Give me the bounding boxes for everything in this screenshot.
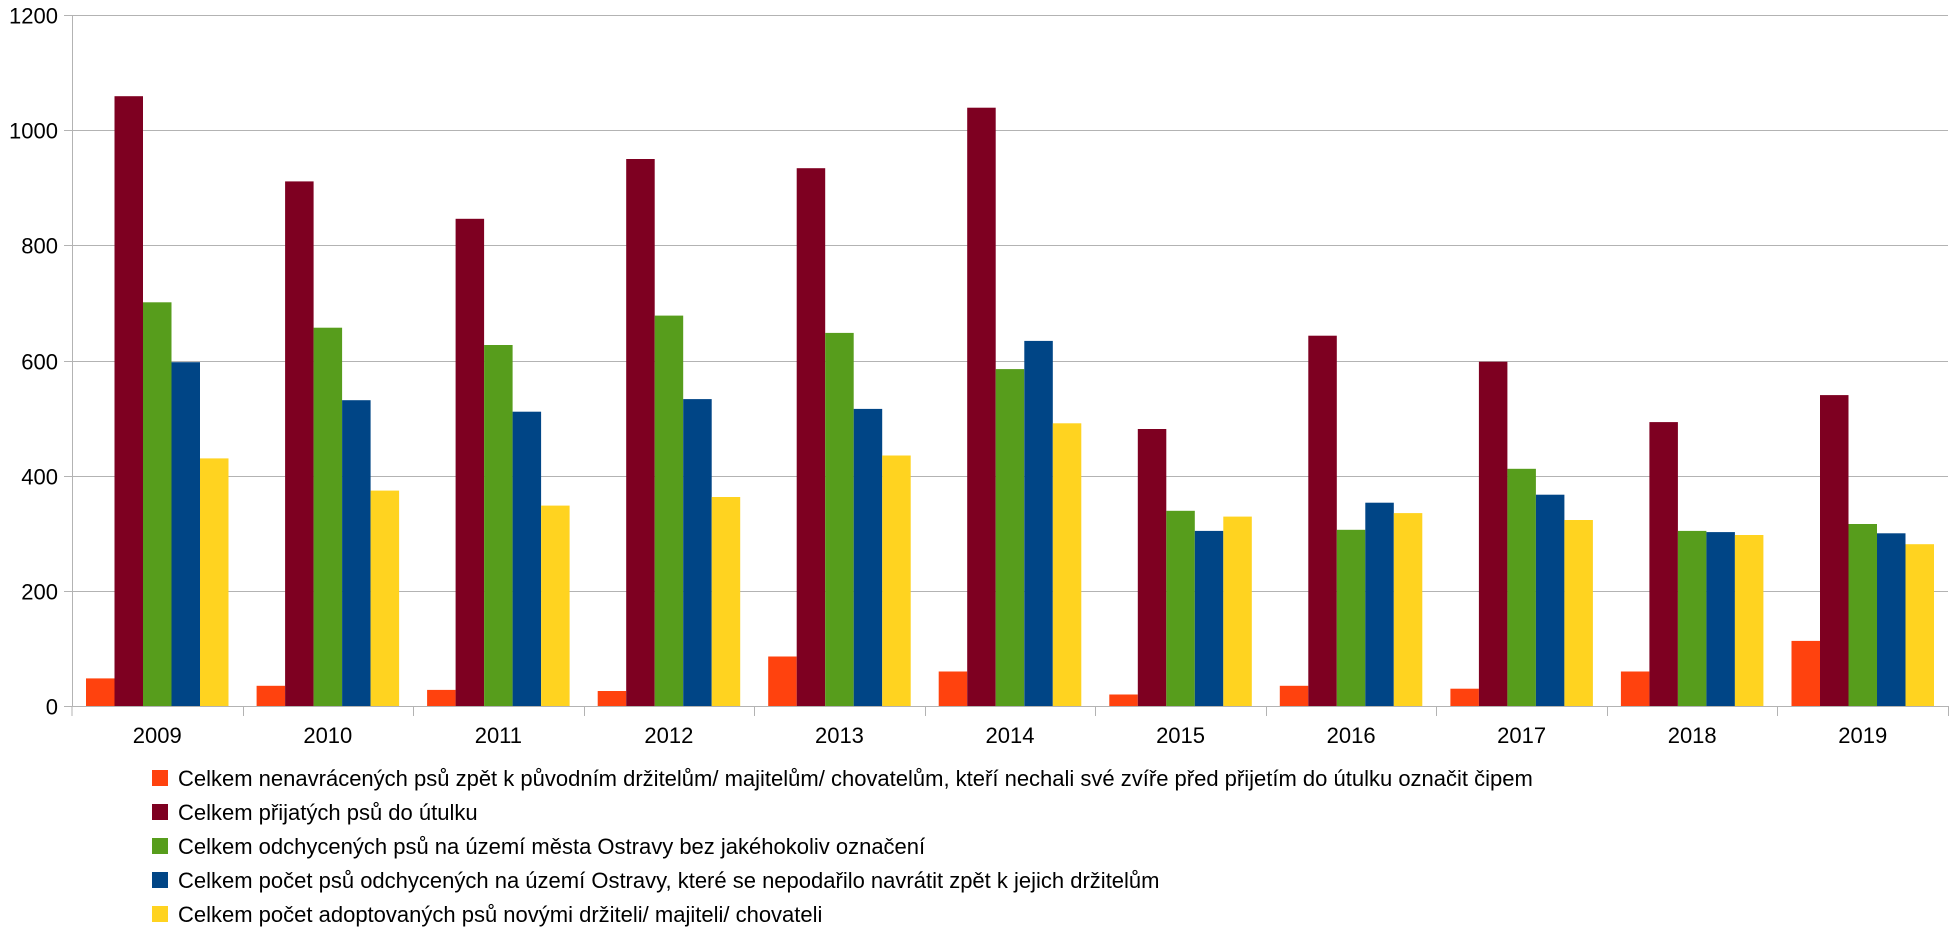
- x-tick-label: 2009: [133, 723, 182, 748]
- legend-swatch: [152, 838, 168, 854]
- y-tick-label: 1200: [9, 4, 58, 29]
- bar: [1137, 429, 1167, 706]
- legend-label: Celkem počet adoptovaných psů novými drž…: [178, 902, 822, 927]
- bar: [1365, 502, 1394, 706]
- bar: [1194, 530, 1224, 706]
- bar: [342, 400, 371, 706]
- x-tick-label: 2014: [986, 723, 1035, 748]
- bar: [285, 181, 314, 706]
- x-tick-label: 2018: [1668, 723, 1717, 748]
- bar: [200, 458, 229, 706]
- bar: [1620, 671, 1650, 706]
- bar: [654, 315, 684, 706]
- bar: [171, 362, 200, 706]
- bar: [1109, 694, 1138, 706]
- x-tick-label: 2015: [1156, 723, 1205, 748]
- bar: [768, 656, 797, 706]
- bar: [1877, 533, 1906, 707]
- x-tick-label: 2016: [1327, 723, 1376, 748]
- bar: [1791, 640, 1820, 706]
- bar: [967, 107, 996, 706]
- legend-label: Celkem odchycených psů na území města Os…: [178, 834, 925, 859]
- bar: [1507, 468, 1536, 706]
- x-tick-label: 2017: [1497, 723, 1546, 748]
- bar: [1848, 524, 1877, 706]
- bar: [370, 490, 400, 706]
- y-tick-label: 600: [21, 350, 58, 375]
- bar: [256, 685, 286, 706]
- x-tick-label: 2013: [815, 723, 864, 748]
- bar: [1393, 513, 1423, 706]
- bar: [1024, 340, 1053, 706]
- bar: [683, 399, 712, 706]
- legend-label: Celkem nenavrácených psů zpět k původním…: [178, 766, 1533, 791]
- bar: [626, 159, 655, 706]
- bar: [796, 168, 826, 706]
- x-tick-label: 2019: [1838, 723, 1887, 748]
- bar: [1166, 510, 1195, 706]
- bar: [86, 678, 115, 706]
- bar: [1336, 529, 1366, 706]
- bar: [995, 369, 1025, 706]
- bar: [1308, 335, 1337, 706]
- bar: [541, 505, 570, 706]
- bar: [455, 218, 485, 707]
- legend: Celkem nenavrácených psů zpět k původním…: [152, 766, 1533, 927]
- bar: [825, 332, 854, 706]
- bar: [1223, 516, 1252, 706]
- y-tick-label: 0: [46, 695, 58, 720]
- legend-label: Celkem počet psů odchycených na území Os…: [178, 868, 1160, 893]
- y-tick-label: 200: [21, 580, 58, 605]
- bar: [1535, 494, 1565, 706]
- bar: [1734, 535, 1764, 706]
- bar: [484, 345, 513, 706]
- legend-label: Celkem přijatých psů do útulku: [178, 800, 478, 825]
- bar: [711, 497, 741, 706]
- bar: [1450, 688, 1479, 706]
- bar: [1478, 361, 1508, 706]
- bar: [512, 411, 542, 706]
- bar: [1649, 422, 1678, 706]
- bar: [1820, 395, 1849, 706]
- bar: [597, 691, 627, 706]
- y-tick-label: 400: [21, 465, 58, 490]
- x-tick-label: 2012: [644, 723, 693, 748]
- axes: 0 200 400 600 800 1000 1200 2009 2010 2011 2012 201…: [9, 4, 1949, 748]
- legend-swatch: [152, 906, 168, 922]
- bar: [882, 455, 911, 706]
- bar: [1052, 423, 1082, 706]
- bar: [1706, 532, 1735, 706]
- bar: [1677, 530, 1707, 706]
- bar: [938, 671, 968, 706]
- bars: [86, 96, 1934, 707]
- bar: [427, 689, 456, 706]
- bar: [1905, 544, 1934, 706]
- bar: [114, 96, 143, 706]
- x-tick-label: 2010: [303, 723, 352, 748]
- bar: [1564, 520, 1593, 706]
- bar: [313, 327, 343, 706]
- bar: [1279, 685, 1309, 706]
- legend-swatch: [152, 770, 168, 786]
- legend-swatch: [152, 804, 168, 820]
- y-tick-label: 1000: [9, 119, 58, 144]
- legend-swatch: [152, 872, 168, 888]
- bar: [853, 408, 883, 706]
- y-tick-label: 800: [21, 234, 58, 259]
- x-tick-label: 2011: [475, 723, 522, 748]
- bar: [143, 302, 172, 706]
